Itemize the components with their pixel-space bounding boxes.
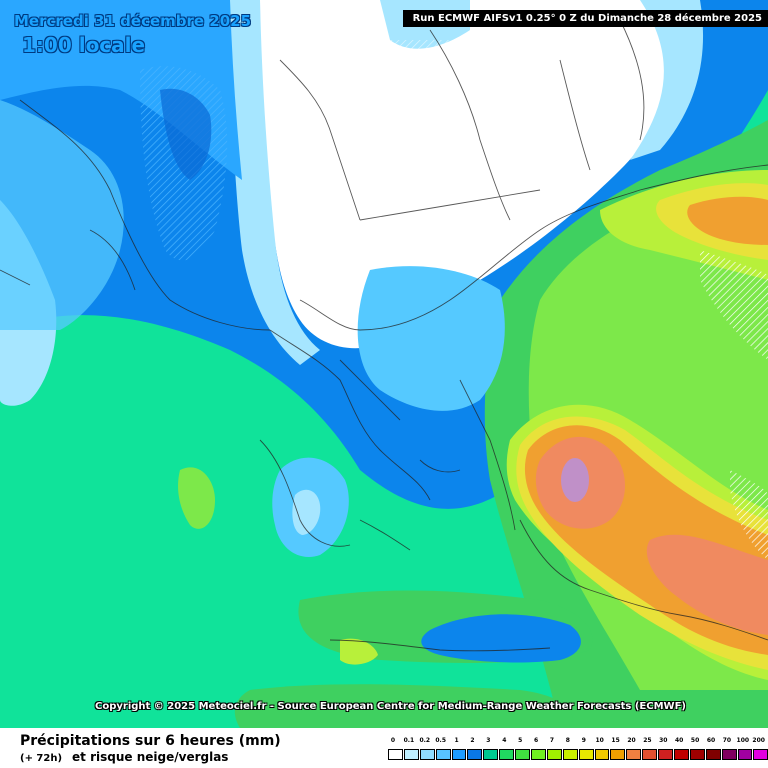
south-bottom-green <box>234 684 573 728</box>
legend-swatch <box>642 749 658 760</box>
legend-swatch <box>610 749 626 760</box>
legend-label: 20 <box>627 737 636 744</box>
orange-east <box>687 196 768 245</box>
legend-swatch <box>689 749 705 760</box>
legend-label: 60 <box>706 737 716 744</box>
map-subtitle-row: (+ 72h) et risque neige/verglas <box>20 750 228 764</box>
legend-label: 30 <box>659 737 668 744</box>
lilac-core <box>561 458 589 502</box>
legend-label: 50 <box>690 737 700 744</box>
coastlines <box>0 19 768 652</box>
legend-swatch <box>419 749 435 760</box>
legend-swatch <box>499 749 515 760</box>
very-light-band <box>230 0 320 365</box>
legend-label: 10 <box>595 737 604 744</box>
legend-label: 0.2 <box>419 737 431 744</box>
legend-swatch <box>435 749 451 760</box>
legend-swatch <box>546 749 562 760</box>
forecast-date: Mercredi 31 décembre 2025 <box>14 12 252 30</box>
legend-swatch <box>578 749 594 760</box>
hatched-north <box>300 40 480 110</box>
legend-label: 0 <box>390 737 396 744</box>
run-info: Run ECMWF AIFSv1 0.25° 0 Z du Dimanche 2… <box>402 10 768 27</box>
legend-label: 70 <box>722 737 732 744</box>
legend-label: 1 <box>454 737 459 744</box>
legend-swatch <box>515 749 531 760</box>
legend-label: 40 <box>675 737 684 744</box>
salmon-core-2 <box>646 534 768 635</box>
legend-swatch <box>753 749 768 760</box>
forecast-step: (+ 72h) <box>20 753 63 764</box>
very-light-right <box>630 0 704 160</box>
legend-swatch <box>388 749 403 760</box>
legend-label: 4 <box>502 737 507 744</box>
legend-label: 25 <box>643 737 652 744</box>
light-blue-central <box>357 266 505 411</box>
legend-swatch <box>483 749 499 760</box>
legend-swatch <box>737 749 753 760</box>
legend-label: 3 <box>486 737 491 744</box>
deep-blue-patch <box>160 88 212 180</box>
legend-swatch <box>594 749 610 760</box>
legend-swatch <box>531 749 546 760</box>
west-top-mid <box>0 0 242 180</box>
hatched-east-low <box>730 470 768 560</box>
legend-label: 2 <box>470 737 475 744</box>
precipitation-map <box>0 0 768 728</box>
map-subtitle: et risque neige/verglas <box>72 750 229 764</box>
legend-swatches <box>388 749 768 760</box>
hatched-east <box>700 250 768 360</box>
legend-swatch <box>451 749 467 760</box>
legend-swatch <box>403 749 419 760</box>
west-light-blue <box>0 100 124 330</box>
legend-label: 0.1 <box>403 737 415 744</box>
forecast-time: 1:00 locale <box>22 33 146 57</box>
legend-label: 8 <box>565 737 570 744</box>
crete-light <box>340 638 378 665</box>
legend-label: 100 <box>736 737 750 744</box>
legend-labels: 0 0.1 0.2 0.5 1 2 3 4 5 6 7 8 9 10 15 20 25 30 40 50 60 70 100… <box>388 737 768 747</box>
very-light-south <box>292 489 321 535</box>
legend-swatch <box>705 749 721 760</box>
copyright-notice: Copyright © 2025 Meteociel.fr - Source E… <box>95 701 686 712</box>
legend-label: 9 <box>581 737 586 744</box>
legend-swatch <box>467 749 483 760</box>
footer: Précipitations sur 6 heures (mm) (+ 72h)… <box>0 728 768 768</box>
legend-label: 5 <box>518 737 523 744</box>
legend-label: 6 <box>534 737 539 744</box>
legend-label: 15 <box>611 737 620 744</box>
legend-label: 7 <box>549 737 555 744</box>
map-title: Précipitations sur 6 heures (mm) <box>20 733 281 749</box>
legend-swatch <box>721 749 737 760</box>
legend-swatch <box>658 749 674 760</box>
legend-swatch <box>674 749 689 760</box>
legend-swatch <box>562 749 578 760</box>
legend-label: 0.5 <box>435 737 447 744</box>
color-legend: 0 0.1 0.2 0.5 1 2 3 4 5 6 7 8 9 10 15 20 25 30 40 50 60 70 100… <box>388 737 768 760</box>
legend-label: 200 <box>752 737 765 744</box>
legend-swatch <box>626 749 642 760</box>
south-light-green <box>178 467 215 529</box>
